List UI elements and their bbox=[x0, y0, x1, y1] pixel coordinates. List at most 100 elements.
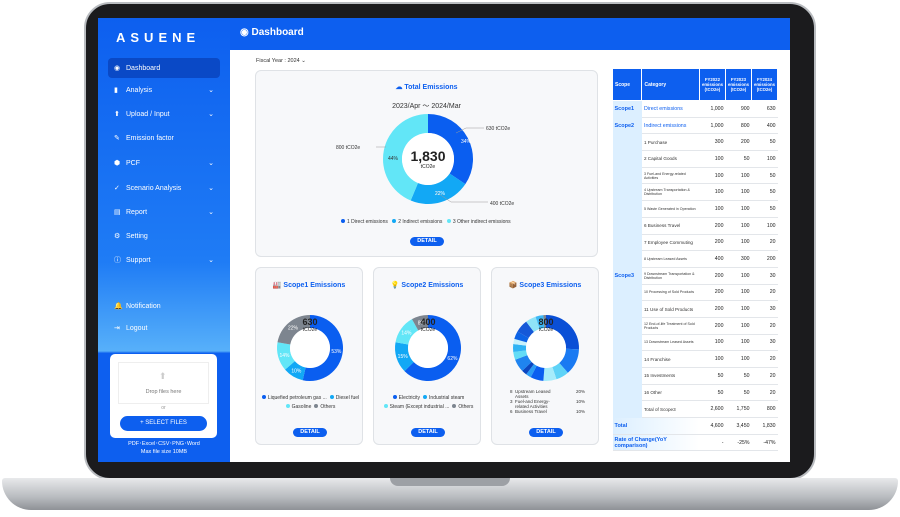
value-cell: 100 bbox=[751, 150, 778, 168]
screen: ASUENE ◉ Dashboard ▮ Analysis ⌄ ⬆ Upload / Inp… bbox=[98, 18, 790, 462]
fiscal-year-value: Fiscal Year : 2024 bbox=[256, 58, 300, 64]
value-cell: 30 bbox=[751, 267, 778, 285]
sidebar-item-setting[interactable]: ⚙ Setting bbox=[108, 226, 220, 246]
table-row: 15 Investments 50 50 20 bbox=[613, 367, 778, 385]
other-label: 800 tCO2e bbox=[336, 145, 361, 151]
upload-icon: ⬆ bbox=[114, 111, 120, 118]
page-title: Dashboard bbox=[251, 27, 304, 38]
value-cell: 800 bbox=[751, 400, 778, 419]
fiscal-year-select[interactable]: Fiscal Year : 2024 ⌄ bbox=[256, 58, 306, 64]
gear-icon: ⚙ bbox=[114, 233, 121, 240]
table-row: 4 Upstream Transportation & Distribution… bbox=[613, 183, 778, 202]
sidebar-item-label: Scenario Analysis bbox=[126, 184, 182, 192]
total-emissions-card: ☁ Total Emissions 2023/Apr ～ 2024/Mar 1,… bbox=[255, 70, 598, 257]
table-row: 2 Capital Goods 100 50 100 bbox=[613, 150, 778, 168]
category-cell: 5 Waste Generated in Operation bbox=[641, 200, 700, 218]
table-row-scope2: Scope2 Indirect emissions 1,000 800 400 bbox=[612, 117, 778, 135]
column-header: Category bbox=[641, 68, 700, 101]
bar-chart-icon: ▮ bbox=[114, 87, 118, 94]
sidebar-item-upload-input[interactable]: ⬆ Upload / Input ⌄ bbox=[108, 104, 220, 124]
total-unit: tCO2e bbox=[420, 164, 436, 170]
scope2-legend: Electricity Industrial steam Steam (Except… bbox=[374, 394, 480, 412]
scope3-segment bbox=[522, 361, 534, 375]
scope3-segment bbox=[543, 366, 557, 381]
value-cell: 20 bbox=[751, 317, 778, 335]
scope3-segment bbox=[513, 344, 527, 352]
indirect-label: 400 tCO2e bbox=[490, 201, 515, 207]
select-files-button[interactable]: + SELECT FILES bbox=[120, 416, 207, 431]
column-header: Scope bbox=[611, 68, 643, 101]
value-cell: 50 bbox=[751, 167, 778, 185]
value-cell: 20 bbox=[751, 284, 778, 302]
value-cell: 100 bbox=[725, 334, 752, 352]
value-cell: 50 bbox=[725, 384, 752, 402]
chevron-down-icon: ⌄ bbox=[208, 87, 214, 94]
sidebar-item-report[interactable]: ▤ Report ⌄ bbox=[108, 202, 220, 222]
leader-lines bbox=[376, 127, 488, 203]
sidebar-item-label: PCF bbox=[126, 159, 140, 167]
scope1-pct-label: 53% bbox=[331, 349, 342, 355]
value-cell: - bbox=[699, 434, 726, 452]
scope2-detail-button[interactable]: DETAIL bbox=[411, 428, 445, 437]
sidebar-item-notification[interactable]: 🔔 Notification bbox=[108, 296, 220, 316]
trend-icon: ✓ bbox=[114, 185, 120, 192]
scope-cell: Scope3 bbox=[612, 133, 642, 418]
value-cell: 100 bbox=[699, 334, 726, 352]
sidebar-item-pcf[interactable]: ⬢ PCF ⌄ bbox=[108, 153, 220, 173]
label-cell: Rate of Change(YoY comparison) bbox=[612, 434, 700, 452]
scope3-segment bbox=[526, 363, 537, 378]
value-cell: 200 bbox=[699, 267, 726, 285]
file-upload-area[interactable]: ⬆ Drop files here or + SELECT FILES bbox=[110, 354, 217, 438]
value-cell: 100 bbox=[699, 150, 726, 168]
drop-zone[interactable]: ⬆ Drop files here bbox=[118, 362, 209, 404]
value-cell: 100 bbox=[725, 183, 752, 202]
scope3-segment bbox=[517, 321, 534, 338]
value-cell: 30 bbox=[751, 300, 778, 318]
scope1-detail-button[interactable]: DETAIL bbox=[293, 428, 327, 437]
sidebar-item-support[interactable]: ⓘ Support ⌄ bbox=[108, 250, 220, 270]
ruler-icon: ✎ bbox=[114, 135, 120, 142]
category-cell: 7 Employee Commuting bbox=[641, 234, 700, 252]
scope2-segment bbox=[411, 315, 428, 331]
scope3-detail-button[interactable]: DETAIL bbox=[529, 428, 563, 437]
column-header: FY2024 emissions (tCO2e) bbox=[750, 68, 779, 101]
table-row-total: Total 4,600 3,450 1,830 bbox=[612, 417, 778, 435]
scope1-donut: 53% 10% 14% 22% bbox=[277, 315, 343, 381]
sidebar-item-logout[interactable]: ⇥ Logout bbox=[108, 318, 220, 338]
table-row: 5 Waste Generated in Operation 100 100 50 bbox=[613, 200, 778, 218]
value-cell: 50 bbox=[699, 367, 726, 385]
scope2-segment bbox=[395, 342, 414, 372]
logo: ASUENE bbox=[116, 30, 201, 45]
sidebar-item-label: Notification bbox=[126, 302, 161, 310]
value-cell: 50 bbox=[725, 367, 752, 385]
value-cell: 2,600 bbox=[699, 400, 726, 419]
value-cell: 50 bbox=[725, 150, 752, 168]
sidebar-item-dashboard[interactable]: ◉ Dashboard bbox=[108, 58, 220, 78]
sidebar: ASUENE ◉ Dashboard ▮ Analysis ⌄ ⬆ Upload / Inp… bbox=[98, 18, 230, 462]
scope-cell: Scope2 bbox=[612, 117, 642, 134]
value-cell: 4,600 bbox=[699, 417, 726, 435]
direct-pct: 34% bbox=[461, 139, 472, 145]
logout-icon: ⇥ bbox=[114, 325, 120, 332]
total-detail-button[interactable]: DETAIL bbox=[410, 237, 444, 246]
sidebar-item-label: Logout bbox=[126, 324, 148, 332]
table-row: 10 Processing of Sold Products 200 100 20 bbox=[613, 284, 778, 302]
indirect-pct: 22% bbox=[435, 191, 446, 197]
table-row: 14 Franchise 100 100 20 bbox=[613, 350, 778, 368]
scope1-legend: Liquefied petroleum gas ... Diesel fuel Ga… bbox=[256, 394, 362, 412]
sidebar-item-label: Analysis bbox=[126, 86, 153, 94]
scope3-donut bbox=[513, 315, 579, 381]
table-row: 3 Fuel-and Energy-related Activities 100 1… bbox=[613, 167, 778, 185]
scope2-pct-label: 14% bbox=[401, 331, 412, 337]
sidebar-item-scenario-analysis[interactable]: ✓ Scenario Analysis ⌄ bbox=[108, 178, 220, 198]
value-cell: 50 bbox=[751, 200, 778, 218]
category-cell: 13 Downstream Leased Assets bbox=[641, 334, 700, 352]
scope3-segment bbox=[515, 355, 532, 371]
scope3-segment bbox=[526, 316, 540, 333]
sidebar-item-analysis[interactable]: ▮ Analysis ⌄ bbox=[108, 80, 220, 100]
period: 2023/Apr ～ 2024/Mar bbox=[392, 103, 461, 110]
total-legend: 1 Direct emissions 2 Indirect emissions … bbox=[338, 219, 511, 225]
table-row: Scope3 1 Purchase 300 200 50 bbox=[612, 133, 778, 418]
value-cell: 1,830 bbox=[751, 417, 778, 435]
sidebar-item-emission-factor[interactable]: ✎ Emission factor bbox=[108, 128, 220, 148]
